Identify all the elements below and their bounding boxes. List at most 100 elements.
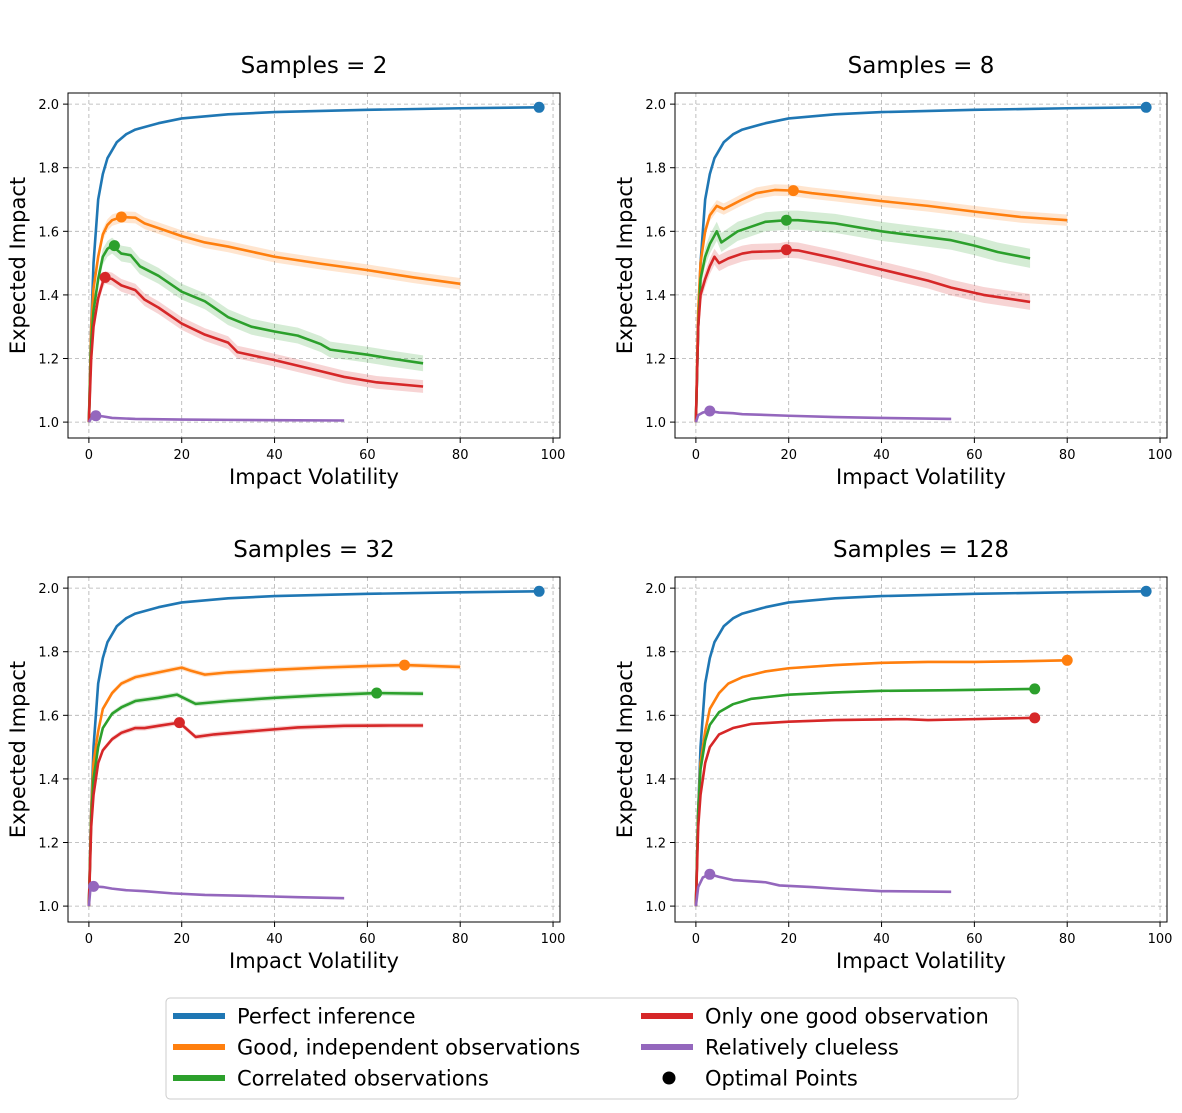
x-tick-label: 100 (541, 448, 566, 463)
series-line-correlated (694, 218, 1031, 423)
y-tick-label: 1.2 (645, 837, 666, 852)
legend: Perfect inference Good, independent obser… (165, 997, 1019, 1100)
series-line-clueless (87, 414, 345, 423)
y-tick-label: 1.4 (38, 289, 59, 304)
plot-area (87, 590, 540, 909)
x-tick-label: 40 (873, 932, 890, 947)
optimal-point-one_good (780, 244, 792, 256)
series-line-clueless (694, 873, 952, 907)
panel-3: 0 20 40 60 80 100 1.0 1.2 1.4 1.6 1.8 2.0 Samples = … (6, 537, 565, 973)
legend-frame (165, 997, 1019, 1100)
panel-title: Samples = 2 (241, 53, 388, 79)
optimal-point-good (115, 211, 127, 223)
y-tick-label: 1.4 (645, 289, 666, 304)
panel-title: Samples = 32 (233, 537, 394, 563)
x-tick-label: 80 (1059, 448, 1076, 463)
x-tick-label: 20 (173, 448, 190, 463)
x-axis-label: Impact Volatility (836, 949, 1006, 973)
x-tick-label: 60 (359, 448, 376, 463)
plot-area (694, 590, 1147, 908)
x-tick-label: 0 (85, 448, 93, 463)
series-line-one_good (694, 716, 1035, 907)
panel-4: 0 20 40 60 80 100 1.0 1.2 1.4 1.6 1.8 2.0 Samples = … (613, 537, 1172, 973)
x-tick-label: 0 (692, 448, 700, 463)
series-line-correlated (87, 691, 424, 907)
axes-frame (674, 576, 1168, 923)
x-tick-label: 80 (452, 932, 469, 947)
band-correlated (695, 210, 1031, 432)
optimal-point-good (399, 659, 411, 671)
optimal-point-perfect (1140, 101, 1152, 113)
optimal-point-correlated (108, 240, 120, 252)
optimal-point-perfect (1140, 585, 1152, 597)
y-axis-label: Expected Impact (6, 661, 30, 838)
optimal-point-one_good (1029, 712, 1041, 724)
y-tick-label: 1.8 (38, 646, 59, 661)
y-tick-label: 1.6 (645, 225, 666, 240)
y-tick-label: 1.0 (38, 416, 59, 431)
optimal-point-correlated (1029, 683, 1041, 695)
x-tick-label: 40 (873, 448, 890, 463)
optimal-point-clueless (704, 405, 716, 417)
series-line-correlated (87, 244, 424, 423)
y-tick-label: 1.8 (645, 646, 666, 661)
band-one_good (695, 241, 1031, 431)
optimal-point-one_good (173, 717, 185, 729)
legend-label-clueless: Relatively clueless (705, 1036, 899, 1060)
y-tick-label: 1.8 (645, 162, 666, 177)
y-tick-label: 1.4 (38, 773, 59, 788)
x-tick-label: 100 (1148, 448, 1173, 463)
band-one_good (695, 716, 1035, 908)
panel-1: 0 20 40 60 80 100 1.0 1.2 1.4 1.6 1.8 2.0 Samples = … (6, 53, 565, 489)
axes-frame (67, 576, 561, 923)
optimal-point-clueless (88, 880, 100, 892)
y-tick-label: 1.2 (645, 353, 666, 368)
y-tick-label: 1.6 (38, 709, 59, 724)
y-tick-label: 2.0 (645, 582, 666, 597)
legend-label-perfect: Perfect inference (237, 1005, 416, 1029)
optimal-point-clueless (704, 868, 716, 880)
y-axis-label: Expected Impact (613, 661, 637, 838)
series-line-perfect (694, 590, 1147, 907)
panel-title: Samples = 128 (833, 537, 1009, 563)
x-axis-label: Impact Volatility (229, 465, 399, 489)
y-axis-label: Expected Impact (6, 177, 30, 354)
plot-area (87, 106, 540, 431)
series-line-perfect (87, 106, 540, 423)
panel-title: Samples = 8 (848, 53, 995, 79)
x-tick-label: 60 (966, 932, 983, 947)
x-tick-label: 80 (452, 448, 469, 463)
optimal-point-correlated (780, 214, 792, 226)
band-good (695, 184, 1068, 428)
series-line-one_good (694, 248, 1031, 423)
x-tick-label: 20 (780, 932, 797, 947)
series-line-perfect (87, 590, 540, 907)
x-tick-label: 0 (692, 932, 700, 947)
x-axis-label: Impact Volatility (229, 949, 399, 973)
y-tick-label: 2.0 (645, 98, 666, 113)
optimal-point-correlated (371, 687, 383, 699)
axes-frame (674, 92, 1168, 439)
y-tick-label: 1.0 (645, 900, 666, 915)
optimal-point-clueless (90, 410, 102, 422)
series-line-good (87, 215, 461, 423)
x-tick-label: 20 (173, 932, 190, 947)
legend-label-good: Good, independent observations (237, 1036, 580, 1060)
plot-area (694, 106, 1147, 432)
x-tick-label: 100 (1148, 932, 1173, 947)
series-line-good (87, 663, 461, 907)
series-line-correlated (694, 687, 1035, 907)
series-line-clueless (694, 409, 952, 423)
legend-marker-optimal (662, 1071, 676, 1085)
legend-label-optimal: Optimal Points (705, 1067, 858, 1091)
y-tick-label: 1.6 (645, 709, 666, 724)
optimal-point-perfect (533, 585, 545, 597)
series-line-good (694, 188, 1068, 423)
x-tick-label: 20 (780, 448, 797, 463)
optimal-point-good (1061, 654, 1073, 666)
x-tick-label: 60 (359, 932, 376, 947)
band-one_good (88, 720, 424, 909)
x-tick-label: 40 (266, 932, 283, 947)
optimal-point-one_good (99, 271, 111, 283)
